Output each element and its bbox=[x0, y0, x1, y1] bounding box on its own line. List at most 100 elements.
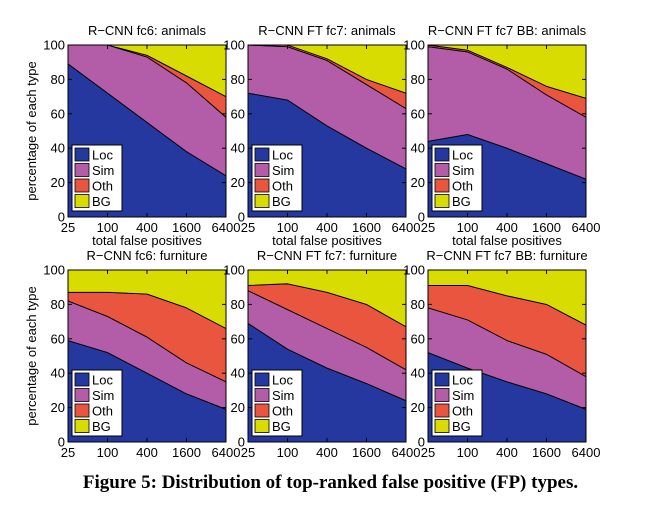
y-tick-label: 20 bbox=[411, 175, 425, 190]
x-tick-label: 1600 bbox=[532, 220, 561, 235]
y-tick-label: 60 bbox=[411, 106, 425, 121]
y-tick-label: 100 bbox=[223, 263, 245, 278]
x-tick-label: 400 bbox=[496, 445, 518, 460]
legend-label-oth: Oth bbox=[92, 404, 113, 419]
y-tick-label: 40 bbox=[411, 366, 425, 381]
y-axis-label: percentage of each type bbox=[24, 61, 39, 201]
y-tick-label: 100 bbox=[223, 38, 245, 53]
legend-label-bg: BG bbox=[452, 419, 471, 434]
x-tick-label: 6400 bbox=[572, 220, 601, 235]
legend-label-bg: BG bbox=[452, 194, 471, 209]
legend-label-bg: BG bbox=[272, 419, 291, 434]
chart-panel-6: 0 20 40 60 80 100 25 100 400 1600 6400 R−CNN FT fc7… bbox=[403, 248, 600, 460]
legend-swatch-bg bbox=[74, 419, 90, 433]
x-tick-label: 100 bbox=[277, 220, 299, 235]
y-tick-label: 100 bbox=[43, 38, 65, 53]
legend-swatch-bg bbox=[74, 194, 90, 208]
y-tick-label: 80 bbox=[51, 72, 65, 87]
chart-title: R−CNN FT fc7 BB: furniture bbox=[426, 248, 587, 263]
y-tick-label: 60 bbox=[51, 106, 65, 121]
x-tick-label: 400 bbox=[136, 445, 158, 460]
legend-swatch-oth bbox=[74, 178, 90, 193]
y-tick-label: 80 bbox=[411, 297, 425, 312]
y-tick-label: 0 bbox=[418, 210, 425, 225]
legend-label-sim: Sim bbox=[272, 388, 294, 403]
chart-title: R−CNN FT fc7: furniture bbox=[257, 248, 397, 263]
legend-swatch-sim bbox=[74, 163, 90, 177]
y-tick-label: 100 bbox=[43, 263, 65, 278]
legend-label-loc: Loc bbox=[452, 373, 473, 388]
x-tick-label: 25 bbox=[241, 445, 255, 460]
legend-swatch-sim bbox=[254, 163, 270, 177]
y-tick-label: 40 bbox=[231, 141, 245, 156]
x-tick-label: 6400 bbox=[392, 220, 421, 235]
legend-swatch-bg bbox=[254, 194, 270, 208]
legend-swatch-oth bbox=[254, 178, 270, 193]
x-tick-label: 6400 bbox=[392, 445, 421, 460]
legend-label-oth: Oth bbox=[452, 179, 473, 194]
legend-swatch-sim bbox=[254, 388, 270, 402]
figure-caption: Figure 5: Distribution of top-ranked fal… bbox=[82, 472, 579, 493]
legend-label-sim: Sim bbox=[92, 163, 114, 178]
x-tick-label: 400 bbox=[136, 220, 158, 235]
x-tick-label: 6400 bbox=[212, 220, 241, 235]
x-axis-label: total false positives bbox=[92, 233, 202, 248]
y-tick-label: 60 bbox=[231, 331, 245, 346]
x-axis-label: total false positives bbox=[92, 458, 202, 460]
x-tick-label: 100 bbox=[277, 445, 299, 460]
legend-label-sim: Sim bbox=[92, 388, 114, 403]
legend-swatch-sim bbox=[434, 163, 450, 177]
y-tick-label: 0 bbox=[238, 210, 245, 225]
chart-title: R−CNN FT fc7 BB: animals bbox=[428, 23, 587, 38]
y-tick-label: 40 bbox=[51, 366, 65, 381]
y-tick-label: 80 bbox=[411, 72, 425, 87]
x-axis-label: total false positives bbox=[452, 458, 562, 460]
x-tick-label: 25 bbox=[61, 220, 75, 235]
legend-label-loc: Loc bbox=[272, 148, 293, 163]
x-tick-label: 100 bbox=[457, 220, 479, 235]
y-tick-label: 40 bbox=[51, 141, 65, 156]
y-tick-label: 20 bbox=[51, 400, 65, 415]
legend-swatch-oth bbox=[434, 178, 450, 193]
legend-label-sim: Sim bbox=[452, 388, 474, 403]
chart-title: R−CNN fc6: animals bbox=[88, 23, 207, 38]
x-tick-label: 100 bbox=[457, 445, 479, 460]
chart-panel-4: 0 20 40 60 80 100 25 100 400 1600 6400 R−CNN fc6: f… bbox=[24, 248, 240, 460]
y-tick-label: 0 bbox=[58, 210, 65, 225]
legend-label-oth: Oth bbox=[452, 404, 473, 419]
y-tick-label: 80 bbox=[231, 72, 245, 87]
x-tick-label: 25 bbox=[61, 445, 75, 460]
legend-swatch-loc bbox=[254, 147, 270, 162]
x-tick-label: 1600 bbox=[532, 445, 561, 460]
x-tick-label: 25 bbox=[421, 445, 435, 460]
legend-label-bg: BG bbox=[272, 194, 291, 209]
y-tick-label: 60 bbox=[231, 106, 245, 121]
x-tick-label: 1600 bbox=[172, 220, 201, 235]
chart-panel-1: 0 20 40 60 80 100 25 100 400 1600 6400 R−CNN fc6: a… bbox=[24, 23, 240, 248]
legend-swatch-bg bbox=[254, 419, 270, 433]
legend-label-loc: Loc bbox=[452, 148, 473, 163]
x-tick-label: 1600 bbox=[352, 220, 381, 235]
legend-swatch-oth bbox=[434, 403, 450, 418]
chart-panel-3: 0 20 40 60 80 100 25 100 400 1600 6400 R−CNN FT fc7… bbox=[403, 23, 600, 248]
chart-panel-2: 0 20 40 60 80 100 25 100 400 1600 6400 R−CNN FT fc7… bbox=[223, 23, 420, 248]
y-tick-label: 0 bbox=[238, 435, 245, 450]
y-tick-label: 80 bbox=[51, 297, 65, 312]
x-axis-label: total false positives bbox=[452, 233, 562, 248]
y-tick-label: 0 bbox=[58, 435, 65, 450]
legend-label-bg: BG bbox=[92, 419, 111, 434]
x-tick-label: 25 bbox=[421, 220, 435, 235]
y-tick-label: 80 bbox=[231, 297, 245, 312]
legend-swatch-oth bbox=[254, 403, 270, 418]
chart-title: R−CNN FT fc7: animals bbox=[258, 23, 396, 38]
y-axis-label: percentage of each type bbox=[24, 286, 39, 426]
legend-swatch-bg bbox=[434, 419, 450, 433]
y-tick-label: 100 bbox=[403, 263, 425, 278]
x-tick-label: 400 bbox=[316, 445, 338, 460]
x-tick-label: 400 bbox=[496, 220, 518, 235]
y-tick-label: 60 bbox=[51, 331, 65, 346]
legend-swatch-oth bbox=[74, 403, 90, 418]
legend-swatch-sim bbox=[434, 388, 450, 402]
x-axis-label: total false positives bbox=[272, 458, 382, 460]
y-tick-label: 0 bbox=[418, 435, 425, 450]
